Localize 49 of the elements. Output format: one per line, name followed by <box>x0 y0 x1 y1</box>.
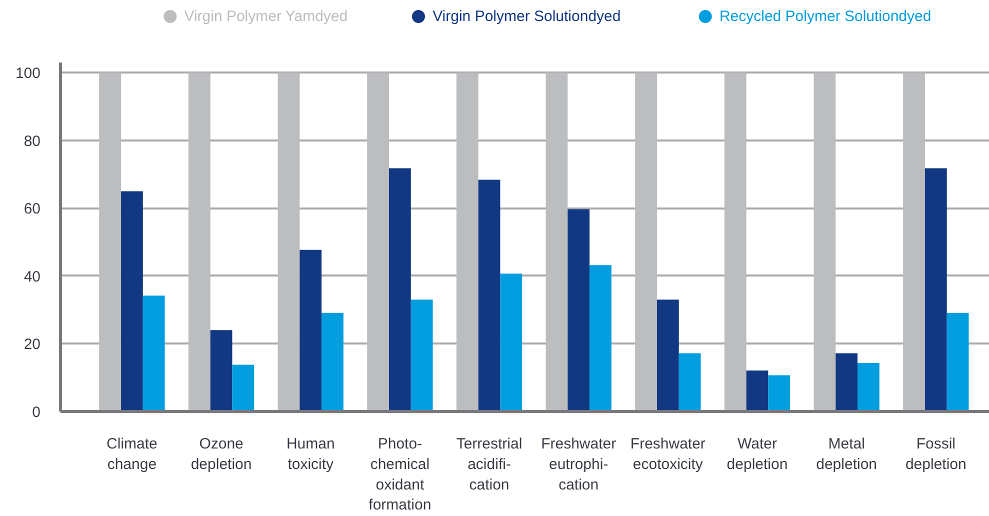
bar <box>635 72 657 412</box>
bar <box>768 375 790 412</box>
bar <box>142 296 165 412</box>
y-tick-label: 80 <box>24 132 41 150</box>
legend-label: Recycled Polymer Solutiondyed <box>719 8 932 25</box>
x-tick-label: Human toxicity <box>286 436 335 473</box>
bar <box>724 72 746 412</box>
bar <box>322 312 344 412</box>
bar <box>924 168 947 412</box>
y-tick-label: 40 <box>24 268 41 286</box>
bar <box>121 191 143 412</box>
bar <box>300 250 322 412</box>
x-tick-label: Freshwater ecotoxicity <box>630 436 706 473</box>
bar <box>590 265 612 412</box>
x-tick-label: Ozone depletion <box>190 436 252 473</box>
bar <box>278 72 300 412</box>
bar <box>188 72 210 412</box>
bar <box>210 330 232 412</box>
bar <box>232 364 254 412</box>
bar <box>836 353 858 412</box>
x-tick-label: Freshwater eutrophi- cation <box>541 436 616 494</box>
y-tick-label: 60 <box>24 200 41 218</box>
bar <box>678 353 701 412</box>
x-tick-label: Photo- chemical oxidant formation <box>368 436 432 514</box>
bar <box>903 72 925 412</box>
y-tick-label: 20 <box>24 336 41 354</box>
bar <box>656 300 679 412</box>
y-tick-label: 0 <box>32 404 40 421</box>
y-tick-label: 100 <box>15 65 41 82</box>
bar <box>814 72 836 412</box>
bar <box>456 72 478 412</box>
x-tick-label: Metal depletion <box>816 436 878 473</box>
x-tick-label: Water depletion <box>726 436 788 473</box>
bar <box>858 363 880 412</box>
x-tick-label: Fossil depletion <box>905 436 966 473</box>
bar <box>946 312 969 412</box>
bar <box>367 72 389 412</box>
bar <box>410 300 433 412</box>
bar <box>99 72 122 412</box>
bar <box>568 209 590 412</box>
bar <box>746 370 768 412</box>
bar <box>546 72 568 412</box>
bar <box>500 274 522 412</box>
x-tick-label: Terrestrial acidifi- cation <box>456 436 522 494</box>
x-tick-label: Climate change <box>106 436 158 473</box>
bar <box>478 180 500 412</box>
legend-label: Virgin Polymer Yamdyed <box>184 8 348 25</box>
bar <box>389 168 411 412</box>
legend-label: Virgin Polymer Solutiondyed <box>432 8 621 25</box>
